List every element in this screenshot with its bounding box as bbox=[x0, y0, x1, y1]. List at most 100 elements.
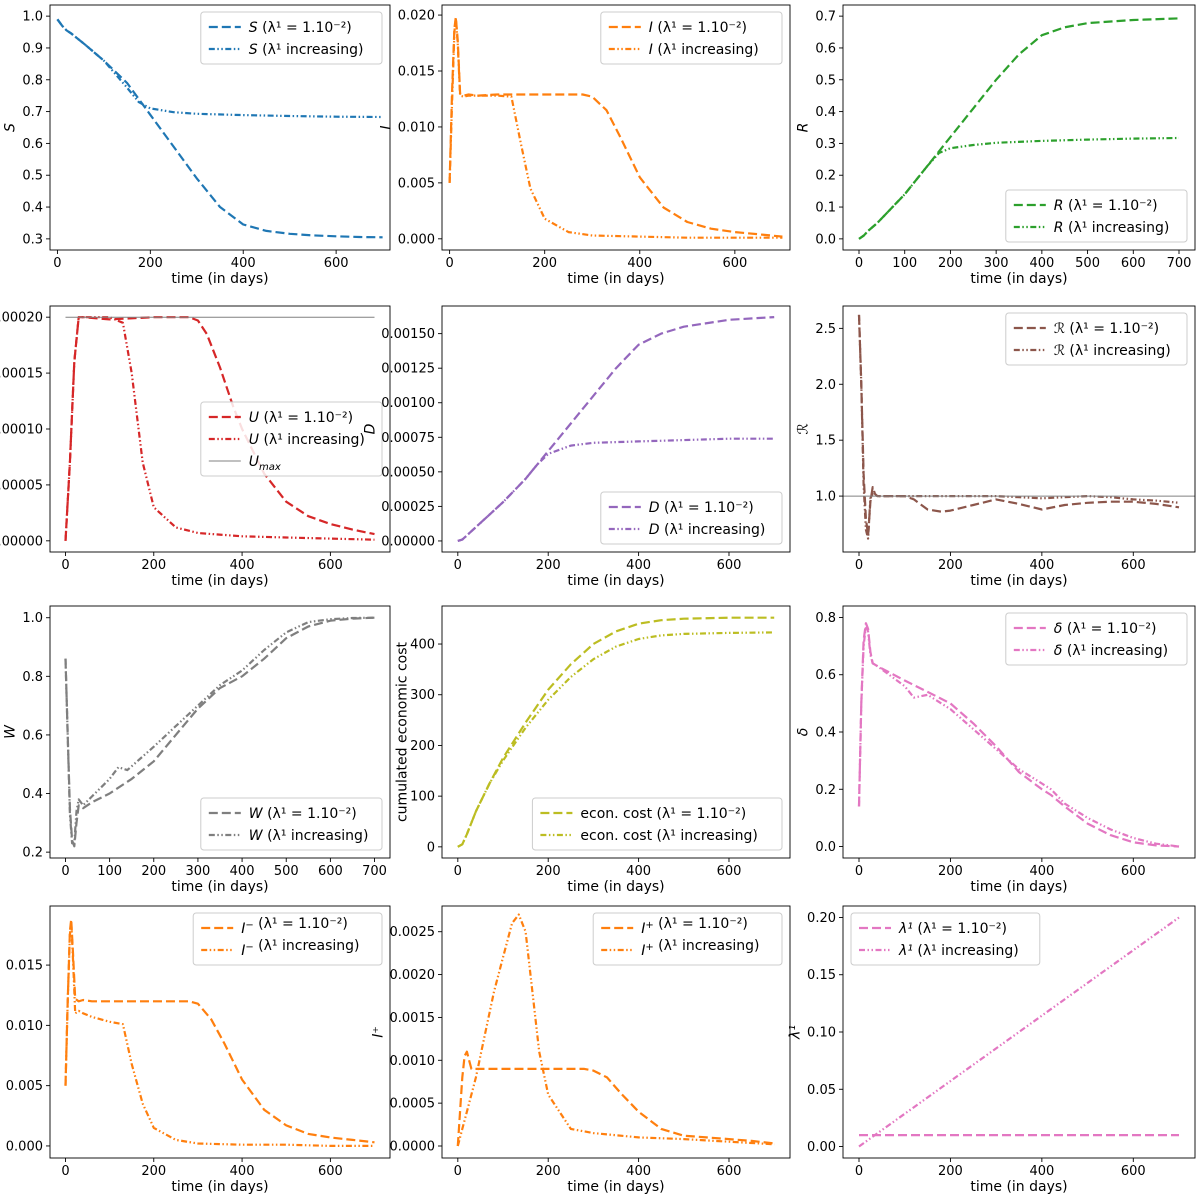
y-tick-label-R: 0.5 bbox=[815, 73, 836, 88]
series-line-R-1 bbox=[858, 136, 1180, 240]
x-tick-label-W: 700 bbox=[362, 864, 387, 879]
x-tick-label-Iplus: 0 bbox=[454, 1164, 462, 1179]
y-tick-label-Rcal: 1.0 bbox=[815, 490, 836, 505]
y-tick-label-Rcal: 2.0 bbox=[815, 378, 836, 393]
y-tick-label-Rcal: 1.5 bbox=[815, 434, 836, 449]
x-tick-label-S: 400 bbox=[231, 256, 256, 271]
panel-S: 0 200 400 600 0.3 0.4 0.5 0.6 0.7 0.8 0.9 1.0 time (… bbox=[2, 4, 391, 287]
y-tick-label-S: 0.3 bbox=[22, 232, 43, 247]
x-axis-label-I: time (in days) bbox=[567, 271, 664, 287]
x-tick-label-Iminus: 0 bbox=[61, 1164, 69, 1179]
legend-label-S: S (λ¹ increasing) bbox=[249, 42, 364, 58]
y-tick-label-econ: 200 bbox=[410, 739, 435, 754]
series-line-econ-1 bbox=[457, 631, 775, 848]
y-tick-label-lambda: 0.20 bbox=[807, 911, 836, 926]
x-tick-label-econ: 200 bbox=[536, 864, 561, 879]
y-tick-label-S: 0.7 bbox=[22, 105, 43, 120]
y-tick-label-econ: 0 bbox=[427, 840, 435, 855]
y-tick-label-R: 0.0 bbox=[815, 232, 836, 247]
legend-label-I: I (λ¹ = 1.10⁻²) bbox=[649, 20, 747, 36]
series-line-Rcal-0 bbox=[857, 314, 1180, 537]
x-tick-label-U: 400 bbox=[230, 558, 255, 573]
y-tick-label-I: 0.010 bbox=[398, 120, 435, 135]
y-tick-label-Iplus: 0.0005 bbox=[390, 1097, 436, 1112]
y-axis-label-Iplus: I⁺ bbox=[371, 1026, 387, 1038]
y-tick-label-D: 0.00000 bbox=[381, 534, 435, 549]
y-tick-label-econ: 400 bbox=[410, 638, 435, 653]
legend-S: S (λ¹ = 1.10⁻²) S (λ¹ increasing) bbox=[200, 11, 383, 65]
x-tick-label-lambda: 600 bbox=[1121, 1164, 1146, 1179]
y-tick-label-lambda: 0.05 bbox=[807, 1083, 836, 1098]
y-tick-label-I: 0.020 bbox=[398, 9, 435, 24]
series-line-econ-0 bbox=[457, 616, 775, 848]
y-tick-label-W: 0.2 bbox=[22, 846, 43, 861]
y-tick-label-R: 0.2 bbox=[815, 169, 836, 184]
legend-label-R: R (λ¹ increasing) bbox=[1054, 220, 1170, 236]
x-tick-label-S: 0 bbox=[53, 256, 61, 271]
legend-label-W: W (λ¹ = 1.10⁻²) bbox=[249, 806, 357, 822]
y-tick-label-Iminus: 0.010 bbox=[6, 1019, 43, 1034]
x-axis-label-Rcal: time (in days) bbox=[970, 573, 1067, 589]
x-axis-label-delta: time (in days) bbox=[970, 879, 1067, 895]
y-axis-label-D: D bbox=[363, 423, 379, 434]
x-tick-label-econ: 0 bbox=[454, 864, 462, 879]
x-axis-label-U: time (in days) bbox=[171, 573, 268, 589]
y-tick-label-S: 0.4 bbox=[22, 201, 43, 216]
legend-Iplus: I+ (λ¹ = 1.10⁻²)I+ (λ¹ increasing) bbox=[592, 912, 783, 966]
legend-label-Iplus: I+ (λ¹ = 1.10⁻²) bbox=[641, 916, 748, 937]
legend-econ: econ. cost (λ¹ = 1.10⁻²) econ. cost (λ¹ i… bbox=[531, 797, 783, 851]
x-tick-label-S: 200 bbox=[138, 256, 163, 271]
axes-frame-I bbox=[441, 4, 791, 251]
x-tick-label-W: 100 bbox=[97, 864, 122, 879]
series-line-delta-1 bbox=[857, 624, 1180, 848]
y-tick-label-W: 0.6 bbox=[22, 728, 43, 743]
x-tick-label-U: 200 bbox=[141, 558, 166, 573]
x-axis-label-R: time (in days) bbox=[970, 271, 1067, 287]
x-tick-label-I: 0 bbox=[445, 256, 453, 271]
legend-label-Rcal: ℛ (λ¹ = 1.10⁻²) bbox=[1054, 321, 1159, 337]
series-line-W-1 bbox=[64, 616, 375, 845]
panel-lambda: 0 200 400 600 0.00 0.05 0.10 0.15 0.20 time (in d… bbox=[787, 905, 1196, 1195]
series-line-U-1 bbox=[64, 316, 375, 541]
legend-label-I: I (λ¹ increasing) bbox=[649, 42, 759, 58]
y-tick-label-S: 0.6 bbox=[22, 137, 43, 152]
x-tick-label-delta: 400 bbox=[1029, 864, 1054, 879]
x-tick-label-lambda: 200 bbox=[938, 1164, 963, 1179]
y-tick-label-I: 0.000 bbox=[398, 232, 435, 247]
y-axis-label-S: S bbox=[2, 123, 18, 132]
legend-label-delta: δ (λ¹ = 1.10⁻²) bbox=[1054, 621, 1157, 637]
legend-D: D (λ¹ = 1.10⁻²) D (λ¹ increasing) bbox=[600, 491, 783, 545]
panel-Rcal: 0 200 400 600 1.0 1.5 2.0 2.5 time (in days) ℛ ℛ (… bbox=[795, 305, 1196, 589]
legend-label-S: S (λ¹ = 1.10⁻²) bbox=[249, 20, 352, 36]
y-tick-label-R: 0.3 bbox=[815, 137, 836, 152]
y-tick-label-U: 0.00010 bbox=[0, 423, 43, 438]
x-tick-label-I: 200 bbox=[532, 256, 557, 271]
y-tick-label-Iplus: 0.0020 bbox=[390, 968, 436, 983]
panel-I: 0 200 400 600 0.000 0.005 0.010 0.015 0.020 time … bbox=[379, 4, 791, 287]
y-tick-label-U: 0.00020 bbox=[0, 311, 43, 326]
x-tick-label-R: 400 bbox=[1029, 256, 1054, 271]
x-tick-label-U: 0 bbox=[61, 558, 69, 573]
x-tick-label-W: 500 bbox=[274, 864, 299, 879]
y-tick-label-S: 0.8 bbox=[22, 73, 43, 88]
legend-W: W (λ¹ = 1.10⁻²) W (λ¹ increasing) bbox=[200, 797, 383, 851]
x-tick-label-D: 200 bbox=[536, 558, 561, 573]
series-line-delta-0 bbox=[857, 622, 1180, 848]
y-axis-label-I: I bbox=[379, 125, 395, 129]
y-axis-label-Iminus: I⁻ bbox=[0, 1026, 3, 1038]
y-tick-label-econ: 100 bbox=[410, 790, 435, 805]
series-line-D-0 bbox=[457, 316, 775, 542]
x-tick-label-R: 0 bbox=[855, 256, 863, 271]
axes-frame-econ bbox=[441, 605, 791, 859]
y-tick-label-Rcal: 2.5 bbox=[815, 322, 836, 337]
x-tick-label-I: 400 bbox=[627, 256, 652, 271]
series-line-R-0 bbox=[858, 17, 1180, 240]
y-tick-label-lambda: 0.15 bbox=[807, 968, 836, 983]
x-axis-label-lambda: time (in days) bbox=[970, 1179, 1067, 1195]
x-axis-label-S: time (in days) bbox=[171, 271, 268, 287]
y-tick-label-econ: 300 bbox=[410, 688, 435, 703]
y-tick-label-Iminus: 0.005 bbox=[6, 1079, 43, 1094]
series-line-Iplus-0 bbox=[456, 1050, 775, 1147]
y-tick-label-R: 0.7 bbox=[815, 10, 836, 25]
y-axis-label-delta: δ bbox=[795, 728, 811, 737]
